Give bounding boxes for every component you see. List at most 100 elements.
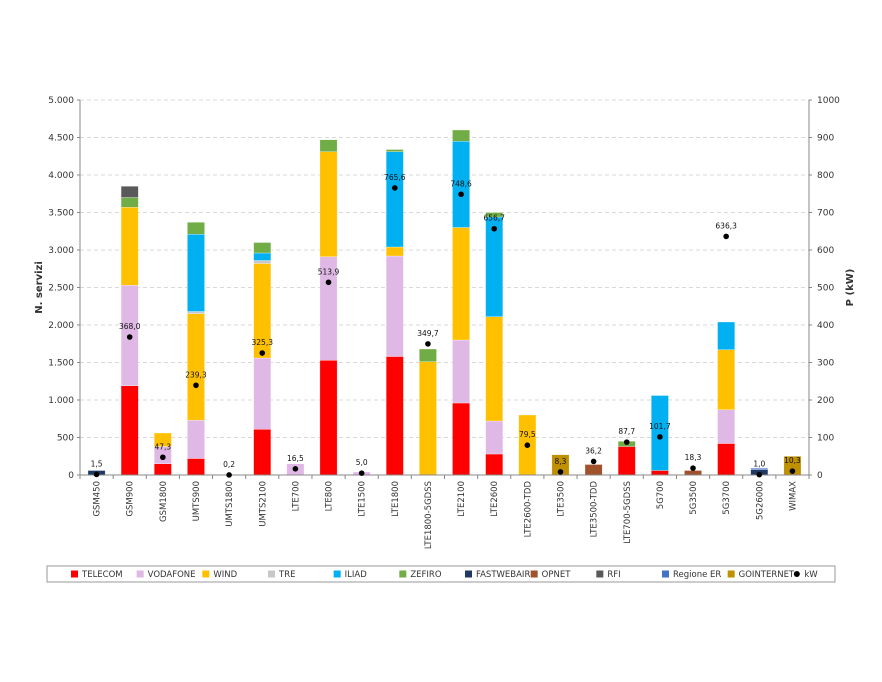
x-tick-label: LTE700-5GDSS (623, 481, 633, 544)
bar-segment-iliad (717, 321, 736, 350)
kw-data-label: 101,7 (649, 422, 671, 431)
y-tick-label: 3.500 (48, 209, 74, 219)
kw-point (358, 470, 365, 476)
legend-label: Regione ER (673, 570, 721, 580)
bar-segment-iliad (385, 151, 404, 248)
y2-tick-label: 700 (817, 209, 834, 219)
bar-segment-telecom (187, 458, 205, 476)
kw-data-label: 5,0 (356, 458, 368, 467)
x-tick-label: GSM900 (126, 481, 136, 517)
legend-swatch-rfi (596, 570, 604, 578)
x-tick-label: LTE2600 (490, 481, 500, 517)
legend: TELECOM VODAFONE WIND TRE ILIAD ZEFIRO FASTWEB… (46, 565, 836, 583)
kw-point (756, 471, 763, 478)
y-tick-label: 2.000 (48, 321, 74, 331)
x-tick-label: UMTS900 (192, 481, 202, 521)
legend-label: TELECOM (81, 570, 123, 580)
kw-point (690, 465, 696, 471)
kw-point (226, 472, 232, 478)
y2-tick-label: 600 (817, 246, 834, 256)
x-tick-label: LTE700 (291, 481, 301, 511)
bar-segment-wind (485, 316, 504, 422)
kw-data-label: 239,3 (185, 370, 207, 379)
y-tick-label: 4.000 (48, 171, 74, 181)
bar-segment-wind (717, 349, 736, 410)
bar-segment-regione-er (750, 468, 769, 470)
bar-segment-iliad (485, 216, 504, 317)
kw-data-label: 18,3 (685, 453, 702, 462)
bar-segment-wind (385, 246, 404, 257)
legend-swatch-vodafone (136, 570, 144, 578)
bar-segment-opnet (684, 470, 702, 476)
kw-data-label: 349,7 (417, 329, 439, 338)
bar-segment-tre (253, 260, 272, 264)
legend-swatch-iliad (333, 570, 341, 578)
bar-segment-vodafone (452, 339, 470, 404)
y-tick-label: 5.000 (48, 96, 74, 106)
kw-data-label: 748,6 (450, 179, 472, 188)
y2-tick-label: 200 (817, 396, 834, 406)
x-tick-label: GSM450 (93, 481, 103, 517)
x-tick-label: GSM1800 (159, 481, 169, 522)
bars (87, 129, 802, 476)
bar-segment-telecom (253, 429, 272, 476)
kw-data-label: 0,2 (223, 460, 235, 469)
x-tick-label: WIMAX (788, 481, 798, 511)
bar-segment-zefiro (485, 212, 504, 218)
legend-swatch-regione-er (662, 570, 669, 578)
bar-segment-telecom (651, 470, 669, 476)
kw-point (391, 185, 398, 191)
y-tick-label: 500 (57, 434, 74, 444)
kw-point (193, 382, 199, 389)
kw-point (590, 458, 597, 465)
legend-swatch-opnet (530, 570, 538, 578)
x-tick-label: LTE1500 (358, 481, 368, 517)
kw-data-label: 16,5 (287, 454, 304, 463)
bar-segment-tre (187, 311, 205, 314)
legend-box (46, 565, 836, 583)
bar-segment-wind (187, 313, 205, 421)
y-tick-label: 2.500 (48, 284, 74, 294)
kw-data-label: 47,3 (154, 442, 171, 451)
legend-swatch-gointernet (727, 570, 735, 578)
bar-segment-wind (120, 207, 139, 286)
x-tick-label: 5G26000 (755, 481, 765, 520)
y2-tick-label: 1000 (817, 96, 840, 106)
bar-segment-vodafone (385, 255, 404, 357)
x-tick-label: UMTS2100 (258, 481, 268, 527)
kw-point (789, 468, 796, 474)
x-tick-label: LTE1800 (391, 481, 401, 517)
kw-data-label: 368,0 (119, 322, 141, 331)
legend-swatch-zefiro (399, 570, 407, 578)
kw-data-label: 10,3 (784, 456, 801, 465)
legend-label: GOINTERNET (739, 570, 795, 580)
legend-label: VODAFONE (148, 570, 196, 580)
y-tick-label: 4.500 (48, 134, 74, 144)
bar-segment-telecom (617, 446, 636, 476)
legend-swatch-kw (793, 571, 800, 577)
legend-label: RFI (607, 570, 620, 580)
kw-point (325, 279, 332, 286)
bar-segment-wind (419, 361, 437, 476)
bar-segment-telecom (153, 463, 172, 476)
legend-swatch-wind (202, 570, 210, 578)
y2-axis-title: P (kW) (845, 269, 856, 307)
kw-point (259, 350, 266, 356)
y-tick-label: 3.000 (48, 246, 74, 256)
bar-segment-zefiro (319, 139, 338, 152)
bar-segment-zefiro (120, 197, 139, 208)
y2-tick-label: 100 (817, 434, 834, 444)
bar-segment-opnet (584, 464, 603, 476)
x-tick-label: 5G3700 (722, 481, 732, 515)
kw-point (524, 442, 531, 448)
bar-segment-vodafone (717, 409, 736, 444)
x-tick-label: LTE3500-TDD (590, 481, 600, 538)
kw-point (160, 454, 166, 461)
kw-data-label: 36,2 (585, 446, 602, 455)
legend-label: kW (804, 570, 818, 580)
kw-point (723, 233, 729, 240)
kw-data-label: 1,5 (91, 459, 103, 468)
bar-segment-zefiro (253, 242, 272, 254)
